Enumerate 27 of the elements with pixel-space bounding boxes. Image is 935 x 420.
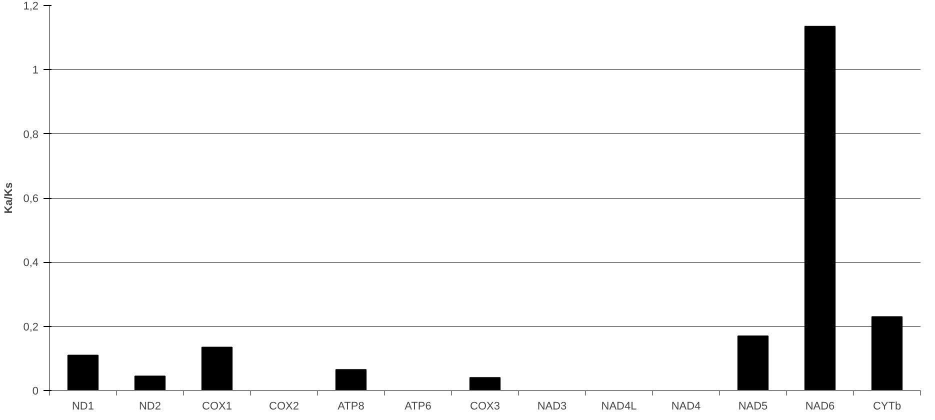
x-tick-label: NAD4 <box>671 400 701 412</box>
x-tick-label: COX3 <box>470 400 500 412</box>
bar <box>134 376 166 390</box>
x-tick-label: COX1 <box>202 400 232 412</box>
y-tick-label: 0 <box>32 386 39 398</box>
y-tick-label: 0,2 <box>23 321 39 334</box>
x-tick-label: NAD5 <box>738 400 768 412</box>
x-tick-label: ATP8 <box>338 400 364 412</box>
bar <box>201 346 233 390</box>
y-tick-label: 0,8 <box>23 128 39 141</box>
y-tick-label: 1,2 <box>23 0 39 12</box>
x-tick-label: CYTb <box>872 400 902 412</box>
x-tick-label: NAD3 <box>537 400 567 412</box>
x-tick-label: NAD4L <box>601 400 637 412</box>
y-tick-label: 0,6 <box>23 193 39 205</box>
bar <box>737 335 769 390</box>
bar <box>67 354 99 390</box>
bar <box>469 377 501 390</box>
y-axis-title: Ka/Ks <box>3 182 16 214</box>
x-tick-label: NAD6 <box>805 400 835 412</box>
x-tick-label: ND1 <box>72 400 94 412</box>
x-tick-label: ND2 <box>138 400 162 412</box>
x-tick-label: COX2 <box>269 400 299 412</box>
x-tick-label: ATP6 <box>404 400 432 412</box>
y-tick-label: 0,4 <box>23 257 39 270</box>
bar <box>335 369 367 390</box>
y-tick-label: 1 <box>32 64 39 77</box>
